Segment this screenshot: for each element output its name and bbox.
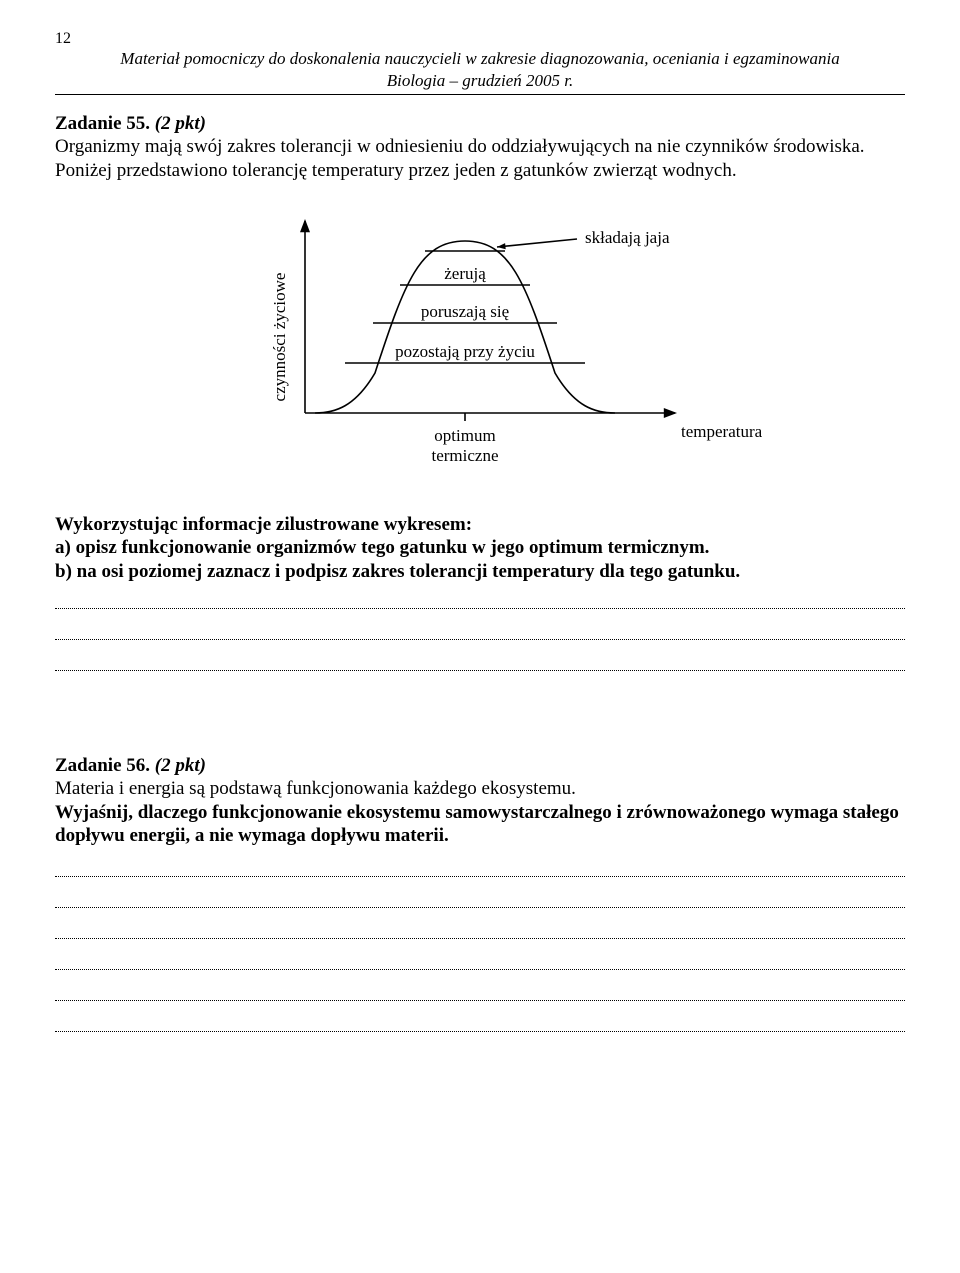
task55-points: (2 pkt): [155, 113, 206, 134]
task55-title: Zadanie 55. (2 pkt): [55, 113, 905, 135]
tolerance-chart-svg: składają jaja żerują poruszają się pozostaj…: [245, 203, 805, 493]
page-number: 12: [55, 30, 71, 47]
header-line2: Biologia – grudzień 2005 r.: [387, 71, 574, 90]
tolerance-chart: składają jaja żerują poruszają się pozostaj…: [245, 203, 805, 493]
svg-text:żerują: żerują: [444, 264, 486, 283]
svg-text:pozostają przy życiu: pozostają przy życiu: [395, 342, 535, 361]
svg-text:temperatura: temperatura: [681, 422, 763, 441]
task56-title: Zadanie 56. (2 pkt): [55, 755, 905, 777]
answer-line[interactable]: [55, 639, 905, 640]
svg-text:składają jaja: składają jaja: [585, 228, 670, 247]
header-line1: Materiał pomocniczy do doskonalenia nauc…: [120, 49, 839, 68]
answer-line[interactable]: [55, 1031, 905, 1032]
task55-instruction-a: a) opisz funkcjonowanie organizmów tego …: [55, 536, 905, 560]
task56-title-text: Zadanie 56.: [55, 755, 155, 776]
task55-paragraph1: Organizmy mają swój zakres tolerancji w …: [55, 135, 905, 159]
task55-paragraph2: Poniżej przedstawiono tolerancję tempera…: [55, 159, 905, 183]
answer-line[interactable]: [55, 938, 905, 939]
task55-title-text: Zadanie 55.: [55, 113, 155, 134]
answer-line[interactable]: [55, 1000, 905, 1001]
page-header: 12 Materiał pomocniczy do doskonalenia n…: [55, 30, 905, 95]
answer-line[interactable]: [55, 670, 905, 671]
answer-line[interactable]: [55, 969, 905, 970]
svg-text:poruszają się: poruszają się: [421, 302, 509, 321]
answer-line[interactable]: [55, 876, 905, 877]
svg-text:termiczne: termiczne: [431, 446, 498, 465]
answer-line[interactable]: [55, 907, 905, 908]
task56-instruction: Wyjaśnij, dlaczego funkcjonowanie ekosys…: [55, 801, 905, 849]
svg-text:optimum: optimum: [434, 426, 495, 445]
task55-instruction-b: b) na osi poziomej zaznacz i podpisz zak…: [55, 560, 905, 584]
task56-paragraph1: Materia i energia są podstawą funkcjonow…: [55, 777, 905, 801]
task55-instruction-lead: Wykorzystując informacje zilustrowane wy…: [55, 513, 905, 537]
svg-text:czynności życiowe: czynności życiowe: [270, 272, 289, 401]
task56-points: (2 pkt): [155, 755, 206, 776]
answer-line[interactable]: [55, 608, 905, 609]
